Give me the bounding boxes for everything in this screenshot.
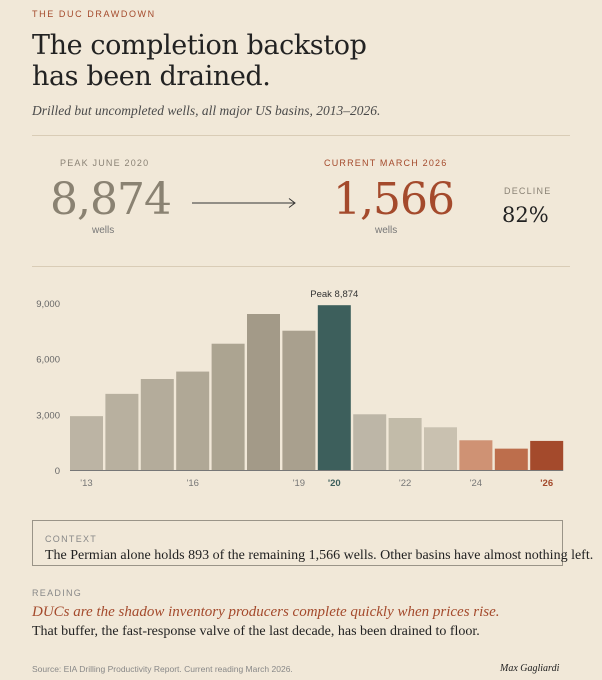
bar-2026 [530, 440, 564, 470]
bar-2015 [140, 379, 174, 470]
bar-2022 [388, 418, 422, 470]
reading-emphasis: DUCs are the shadow inventory producers … [32, 604, 500, 620]
divider-top [32, 135, 570, 136]
reading-text: That buffer, the fast-response valve of … [32, 624, 480, 639]
peak-unit: wells [92, 225, 115, 236]
title-line-1: The completion backstop [32, 30, 367, 61]
reading-label: READING [32, 588, 83, 598]
source-note: Source: EIA Drilling Productivity Report… [32, 664, 293, 674]
y-tick-label: 0 [55, 466, 60, 477]
x-tick-label: '16 [187, 478, 199, 489]
context-label: CONTEXT [45, 534, 98, 544]
bar-2017 [211, 343, 245, 470]
x-tick-label: '26 [540, 478, 553, 489]
bar-2021 [353, 414, 387, 470]
divider-chart [32, 266, 570, 267]
peak-label: PEAK JUNE 2020 [60, 158, 150, 168]
decline-label: DECLINE [504, 186, 552, 196]
bar-2025 [494, 448, 528, 470]
bar-2013 [70, 416, 103, 470]
y-tick-label: 3,000 [36, 410, 60, 421]
y-tick-label: 6,000 [36, 355, 60, 366]
bar-2014 [105, 393, 139, 470]
bar-2019 [282, 330, 316, 470]
byline: Max Gagliardi [500, 663, 560, 674]
subtitle: Drilled but uncompleted wells, all major… [32, 103, 381, 118]
duc-bar-chart: 0 3,000 6,000 9,000 '13 '16 '19 '20 '22 '24 '26 Pea… [36, 289, 564, 489]
peak-value: 8,874 [50, 174, 172, 225]
title-line-2: has been drained. [32, 61, 271, 92]
bar-2023 [424, 427, 457, 470]
bar-2020 [317, 305, 351, 470]
context-box: CONTEXT The Permian alone holds 893 of t… [32, 520, 593, 566]
bar-2016 [176, 371, 210, 470]
kicker: THE DUC DRAWDOWN [32, 9, 156, 19]
page-title: The completion backstop has been drained… [32, 30, 572, 92]
context-text: The Permian alone holds 893 of the remai… [45, 548, 594, 563]
x-tick-label: '19 [293, 478, 305, 489]
x-tick-label: '24 [470, 478, 482, 489]
y-tick-label: 9,000 [36, 299, 60, 310]
bar-2024 [459, 440, 493, 470]
peak-annotation: Peak 8,874 [310, 289, 358, 300]
current-label: CURRENT MARCH 2026 [324, 158, 448, 168]
x-tick-label: '13 [80, 478, 92, 489]
x-tick-label: '22 [399, 478, 411, 489]
current-unit: wells [375, 225, 398, 236]
current-value: 1,566 [333, 174, 455, 225]
arrow-icon [192, 198, 296, 208]
decline-value: 82% [502, 203, 549, 227]
bar-2018 [247, 314, 280, 470]
x-tick-label: '20 [328, 478, 341, 489]
